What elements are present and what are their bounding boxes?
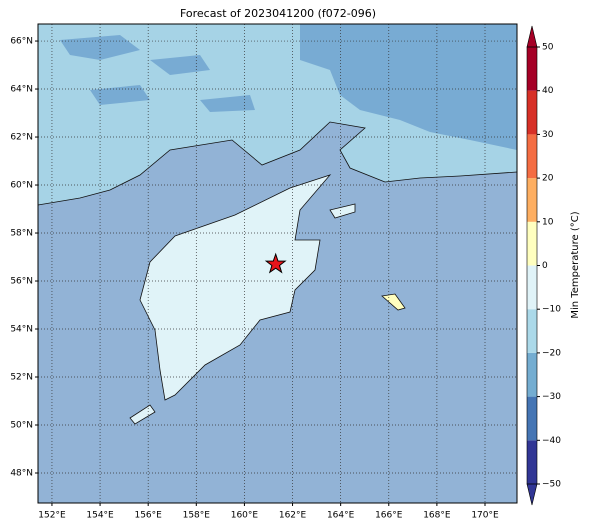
map-fields	[37, 24, 518, 503]
colorbar-band	[527, 178, 537, 222]
x-tick-label: 162°E	[279, 511, 307, 521]
colorbar-tick-label: −10	[542, 305, 561, 315]
x-tick-label: 152°E	[38, 511, 66, 521]
colorbar-band	[527, 396, 537, 441]
x-tick-label: 170°E	[471, 511, 499, 521]
coastline	[37, 121, 518, 206]
colorbar-tick-label: −20	[542, 348, 561, 358]
chart-title: Forecast of 2023041200 (f072-096)	[180, 7, 376, 20]
y-tick-label: 52°N	[10, 373, 33, 383]
x-tick-label: 154°E	[86, 511, 114, 521]
x-tick-label: 160°E	[231, 511, 259, 521]
colorbar-tick-label: 20	[542, 174, 554, 184]
colorbar-tick-label: −50	[542, 480, 561, 490]
y-tick-label: 50°N	[10, 421, 33, 431]
y-tick-label: 58°N	[10, 229, 33, 239]
y-tick-label: 56°N	[10, 277, 33, 287]
y-tick-label: 48°N	[10, 469, 33, 479]
x-tick-label: 158°E	[183, 511, 211, 521]
colorbar-band	[527, 309, 537, 353]
colorbar-band	[527, 352, 537, 397]
colorbar-band	[527, 265, 537, 310]
colorbar-band	[527, 221, 537, 266]
colorbar-tick-label: −30	[542, 392, 561, 402]
colorbar-label: Min Temperature (°C)	[570, 211, 581, 318]
y-tick-label: 66°N	[10, 37, 33, 47]
colorbar-tick-label: 10	[542, 217, 554, 227]
y-tick-label: 60°N	[10, 181, 33, 191]
colorbar-tick-label: −40	[542, 436, 561, 446]
x-tick-label: 164°E	[327, 511, 355, 521]
colorbar-band	[527, 134, 537, 179]
y-tick-label: 54°N	[10, 325, 33, 335]
colorbar-band	[527, 47, 537, 91]
colorbar-band	[527, 440, 537, 484]
x-tick-label: 166°E	[375, 511, 403, 521]
x-tick-label: 156°E	[134, 511, 162, 521]
coastline	[129, 203, 406, 425]
x-tick-label: 168°E	[423, 511, 451, 521]
colorbar-extend-max	[526, 25, 538, 48]
warm-patch	[382, 294, 405, 310]
colorbar-tick-label: 0	[542, 261, 548, 271]
map-frame	[37, 23, 518, 504]
y-tick-label: 64°N	[10, 85, 33, 95]
y-tick-label: 62°N	[10, 133, 33, 143]
location-star	[264, 252, 287, 274]
colorbar-tick-label: 40	[542, 86, 554, 96]
grid	[38, 24, 517, 503]
colorbar-extend-min	[526, 483, 538, 506]
colorbar-band	[527, 90, 537, 135]
colder-field	[300, 24, 517, 150]
cold-patches	[60, 35, 255, 112]
land-field	[140, 175, 330, 400]
colorbar-tick-label: 30	[542, 130, 554, 140]
colorbar-tick-label: 50	[542, 43, 554, 53]
